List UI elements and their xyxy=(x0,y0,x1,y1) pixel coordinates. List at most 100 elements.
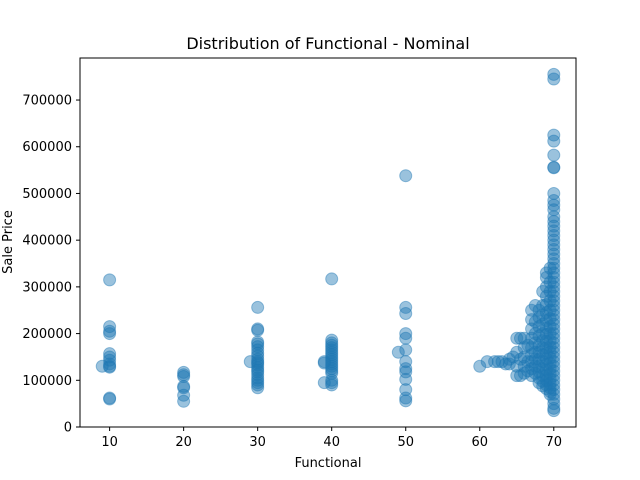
scatter-point xyxy=(539,314,553,327)
scatter-point xyxy=(547,128,561,142)
scatter-point xyxy=(103,360,117,374)
scatter-point xyxy=(543,334,557,348)
scatter-point xyxy=(547,350,561,364)
scatter-point xyxy=(495,355,509,369)
scatter-point xyxy=(532,320,546,334)
scatter-point xyxy=(547,364,561,378)
scatter-point xyxy=(513,331,527,345)
scatter-point xyxy=(547,261,561,275)
scatter-point xyxy=(547,331,561,345)
scatter-point xyxy=(539,280,553,294)
scatter-point xyxy=(251,349,265,363)
x-tick-label: 30 xyxy=(249,435,266,450)
scatter-point xyxy=(251,365,265,379)
scatter-point xyxy=(543,261,557,275)
scatter-point xyxy=(547,404,561,418)
scatter-point xyxy=(528,345,542,359)
scatter-point xyxy=(325,343,339,357)
scatter-point xyxy=(543,385,557,398)
scatter-point xyxy=(547,294,561,308)
scatter-point xyxy=(506,350,520,364)
scatter-point xyxy=(532,371,546,385)
scatter-point xyxy=(528,315,542,329)
x-tick-label: 50 xyxy=(397,435,414,450)
points-layer xyxy=(95,67,561,418)
scatter-point xyxy=(528,299,542,313)
scatter-point xyxy=(480,355,494,369)
scatter-point xyxy=(547,72,561,86)
scatter-point xyxy=(525,348,539,362)
scatter-point xyxy=(547,252,561,266)
scatter-point xyxy=(177,370,191,384)
scatter-point xyxy=(521,364,535,378)
scatter-point xyxy=(517,341,531,355)
scatter-point xyxy=(536,374,550,388)
scatter-point xyxy=(539,378,553,392)
scatter-point xyxy=(543,367,557,381)
scatter-point xyxy=(510,369,524,383)
scatter-point xyxy=(510,359,524,373)
scatter-point xyxy=(547,285,561,299)
scatter-point xyxy=(547,161,561,175)
scatter-point xyxy=(547,341,561,355)
scatter-point xyxy=(251,346,265,360)
scatter-point xyxy=(325,348,339,362)
scatter-point xyxy=(528,359,542,373)
scatter-point xyxy=(103,320,117,334)
scatter-point xyxy=(399,300,413,314)
scatter-point xyxy=(521,338,535,352)
y-tick-label: 300000 xyxy=(22,280,72,295)
scatter-point xyxy=(547,317,561,331)
scatter-point xyxy=(547,322,561,336)
scatter-point xyxy=(532,345,546,359)
x-axis-ticks: 10 20 30 40 50 60 70 xyxy=(101,427,562,450)
scatter-point xyxy=(539,321,553,335)
scatter-point xyxy=(539,382,553,396)
scatter-point xyxy=(547,271,561,285)
scatter-point xyxy=(539,346,553,360)
scatter-point xyxy=(536,308,550,322)
scatter-point xyxy=(547,219,561,233)
scatter-point xyxy=(539,271,553,285)
scatter-point xyxy=(547,280,561,294)
scatter-point xyxy=(532,310,546,324)
scatter-point xyxy=(536,379,550,393)
scatter-point xyxy=(251,381,265,395)
scatter-point xyxy=(525,331,539,345)
scatter-point xyxy=(103,359,117,373)
scatter-point xyxy=(536,362,550,376)
scatter-point xyxy=(251,340,265,354)
scatter-point xyxy=(251,376,265,390)
scatter-point xyxy=(543,345,557,359)
scatter-point xyxy=(536,327,550,341)
scatter-point xyxy=(325,362,339,376)
scatter-point xyxy=(103,273,117,287)
scatter-point xyxy=(547,247,561,261)
scatter-point xyxy=(547,186,561,200)
scatter-point xyxy=(103,324,117,338)
scatter-point xyxy=(251,371,265,385)
scatter-point xyxy=(251,355,265,369)
scatter-point xyxy=(251,335,265,349)
scatter-point xyxy=(539,328,553,342)
scatter-point xyxy=(513,352,527,366)
scatter-point xyxy=(543,327,557,341)
scatter-point xyxy=(543,340,557,354)
scatter-point xyxy=(547,193,561,207)
scatter-point xyxy=(536,299,550,313)
scatter-point xyxy=(525,362,539,376)
scatter-point xyxy=(547,355,561,369)
chart-title: Distribution of Functional - Nominal xyxy=(186,34,469,53)
scatter-point xyxy=(251,322,265,336)
scatter-point xyxy=(547,369,561,383)
scatter-point xyxy=(502,357,516,371)
scatter-point xyxy=(399,362,413,376)
scatter-point xyxy=(317,356,331,370)
scatter-point xyxy=(547,134,561,148)
scatter-point xyxy=(547,303,561,317)
scatter-point xyxy=(525,355,539,369)
scatter-point xyxy=(488,355,502,369)
scatter-point xyxy=(547,160,561,174)
scatter-point xyxy=(251,343,265,357)
